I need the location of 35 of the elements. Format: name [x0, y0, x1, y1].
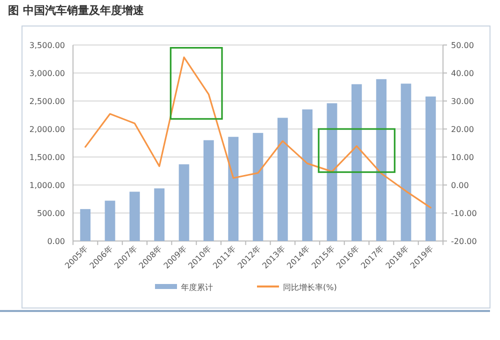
y2-tick-label: -20.00 [451, 237, 477, 246]
chart-title: 图 中国汽车销量及年度增速 [8, 4, 145, 17]
bar [129, 192, 140, 241]
bar [203, 140, 214, 241]
y2-tick-label: 0.00 [451, 181, 469, 190]
bar [326, 103, 338, 241]
y-tick-label: 2,500.00 [29, 97, 65, 106]
y-tick-label: 500.00 [37, 209, 65, 218]
y2-tick-label: 20.00 [451, 125, 474, 134]
y-tick-label: 3,000.00 [29, 69, 65, 78]
bar [252, 132, 264, 241]
y2-tick-label: 50.00 [451, 41, 474, 50]
y-tick-label: 1,000.00 [29, 181, 65, 190]
bar [351, 84, 362, 241]
bar [228, 136, 239, 241]
bar [80, 209, 91, 241]
bar [425, 96, 436, 241]
y-tick-label: 3,500.00 [29, 41, 65, 50]
bar [178, 164, 190, 241]
legend-label: 同比增长率(%) [283, 283, 337, 292]
bar [400, 84, 412, 241]
y2-tick-label: 30.00 [451, 97, 474, 106]
y-tick-label: 2,000.00 [29, 125, 65, 134]
bar [154, 188, 165, 241]
bar [277, 118, 288, 241]
bar [302, 109, 313, 241]
y-tick-label: 0.00 [47, 237, 65, 246]
y2-tick-label: 10.00 [451, 153, 474, 162]
y2-tick-label: -10.00 [451, 209, 477, 218]
legend-label: 年度累计 [181, 283, 213, 292]
bar [104, 200, 116, 241]
bar [376, 79, 387, 241]
line-series [84, 56, 432, 208]
y2-tick-label: 40.00 [451, 69, 474, 78]
y-tick-label: 1,500.00 [29, 153, 65, 162]
